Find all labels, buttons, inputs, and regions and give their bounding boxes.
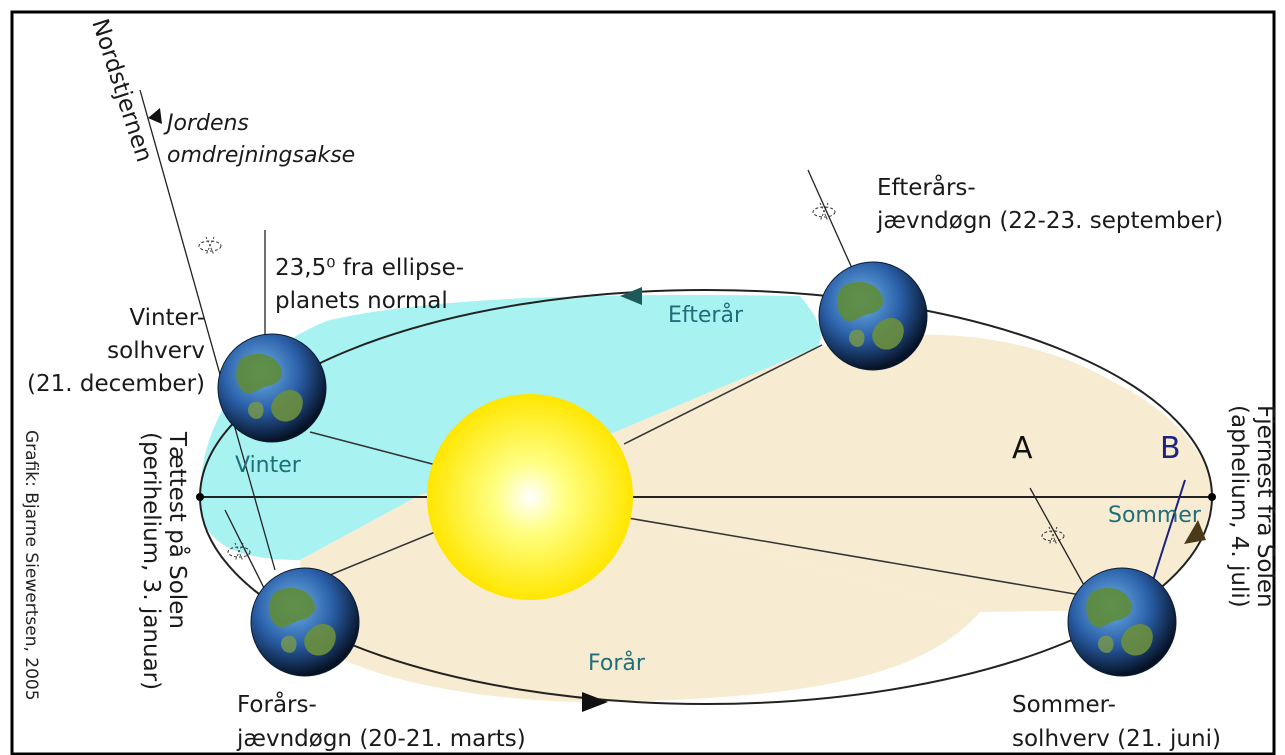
north-star-label: Nordstjernen	[86, 16, 157, 166]
sun-line-autumn	[623, 344, 823, 445]
point-a-label: A	[1012, 431, 1033, 466]
axis-label-2: omdrejningsakse	[167, 143, 355, 168]
point-b-label: B	[1160, 431, 1181, 466]
aphelion-point	[1208, 493, 1216, 501]
sun-line-winter	[309, 431, 441, 467]
sun	[427, 394, 633, 600]
aphelion-label-2: (aphelium, 4. juli)	[1226, 405, 1252, 608]
winter-solstice-label-1: Vinter-	[129, 305, 205, 331]
axis-label-1: Jordens	[163, 111, 249, 136]
earth-spring	[250, 567, 360, 677]
tilt-label-2: planets normal	[275, 288, 448, 314]
summer-solstice-label-2: solhverv (21. juni)	[1012, 726, 1221, 752]
north-arrow-icon	[148, 108, 162, 124]
sun-line-summer	[627, 517, 1111, 601]
autumn-equinox-label-2: jævndøgn (22-23. september)	[876, 208, 1223, 234]
summer-axis-line-b	[1147, 479, 1186, 597]
autumn-equinox-label-1: Efterårs-	[877, 173, 976, 201]
gyro-icon	[198, 236, 222, 256]
credit-label: Grafik: Bjarne Siewertsen, 2005	[21, 430, 41, 701]
season-summer-label: Sommer	[1108, 503, 1202, 528]
winter-solstice-label-3: (21. december)	[27, 371, 205, 397]
perihelion-label-2: (perihelium, 3. januar)	[138, 432, 164, 690]
orbit-arrow-icon	[582, 692, 608, 712]
orbit-arrow-icon	[1184, 520, 1206, 544]
earth-autumn	[818, 261, 928, 371]
autumn-axis-line	[807, 169, 856, 276]
winter-axis-line	[139, 89, 276, 571]
summer-region	[420, 334, 1213, 612]
summer-axis-line-a	[1029, 487, 1091, 597]
winter-solstice-label-2: solhverv	[107, 338, 205, 364]
summer-solstice-label-1: Sommer-	[1012, 692, 1116, 718]
frame-border	[10, 10, 1276, 755]
season-spring-label: Forår	[588, 650, 646, 676]
perihelion-label-1: Tættest på Solen	[164, 431, 192, 629]
earth-winter	[217, 333, 327, 443]
season-autumn-label: Efterår	[668, 302, 744, 328]
spring-equinox-label-1: Forårs-	[237, 690, 317, 718]
orbit-arrow-icon	[620, 287, 642, 305]
aphelion-label-1: Fjernest fra Solen	[1252, 405, 1278, 608]
spring-equinox-label-2: jævndøgn (20-21. marts)	[236, 726, 526, 752]
tilt-label-1: 23,5⁰ fra ellipse-	[275, 255, 464, 281]
perihelion-point	[196, 493, 204, 501]
earth-summer	[1067, 567, 1177, 677]
sun-line-spring	[329, 529, 441, 576]
season-winter-label: Vinter	[235, 453, 302, 478]
